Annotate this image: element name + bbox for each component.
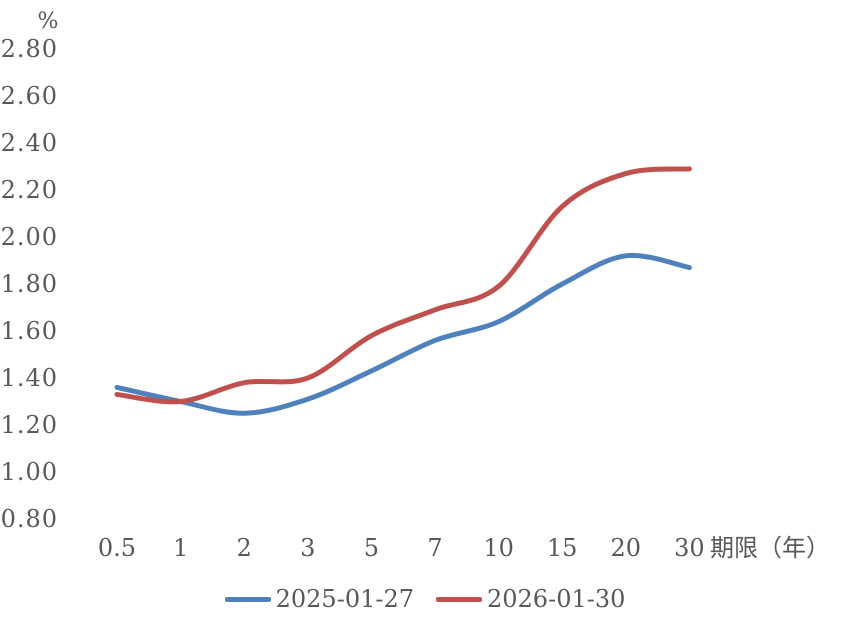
y-tick-label: 1.80 bbox=[0, 270, 58, 298]
x-axis-title: 期限（年） bbox=[710, 534, 830, 562]
y-tick-label: 0.80 bbox=[0, 505, 58, 533]
y-tick-label: 2.80 bbox=[0, 35, 58, 63]
legend-item-2026-01-30: 2026-01-30 bbox=[436, 586, 625, 612]
legend-line-sample-blue-icon bbox=[224, 596, 271, 602]
y-tick-label: 2.00 bbox=[0, 223, 58, 251]
x-tick-label: 3 bbox=[300, 534, 316, 562]
x-tick-label: 15 bbox=[546, 534, 578, 562]
chart-legend: 2025-01-27 2026-01-30 bbox=[0, 586, 850, 612]
series-line-2026-01-30 bbox=[114, 166, 692, 405]
y-tick-label: 1.40 bbox=[0, 364, 58, 392]
x-tick-label: 5 bbox=[363, 534, 380, 562]
x-tick-label: 7 bbox=[427, 534, 443, 562]
x-tick-label: 20 bbox=[610, 534, 642, 562]
y-tick-label: 1.20 bbox=[0, 411, 58, 439]
legend-label-2026-01-30: 2026-01-30 bbox=[487, 585, 626, 613]
x-tick-label: 0.5 bbox=[97, 534, 137, 562]
y-tick-label: 1.00 bbox=[0, 458, 58, 486]
y-tick-label: 2.60 bbox=[0, 82, 58, 110]
x-tick-label: 30 bbox=[674, 534, 705, 562]
y-tick-label: 1.60 bbox=[0, 317, 58, 345]
y-tick-label: 2.20 bbox=[0, 176, 58, 204]
x-tick-label: 2 bbox=[236, 534, 252, 562]
legend-line-sample-red-icon bbox=[436, 596, 482, 602]
x-tick-label: 1 bbox=[172, 534, 189, 562]
legend-label-2025-01-27: 2025-01-27 bbox=[275, 585, 414, 613]
y-axis-unit-label: % bbox=[37, 9, 59, 34]
x-tick-label: 10 bbox=[483, 534, 514, 562]
series-line-2025-01-27 bbox=[114, 252, 692, 416]
legend-item-2025-01-27: 2025-01-27 bbox=[224, 585, 414, 613]
y-tick-label: 2.40 bbox=[0, 129, 58, 157]
